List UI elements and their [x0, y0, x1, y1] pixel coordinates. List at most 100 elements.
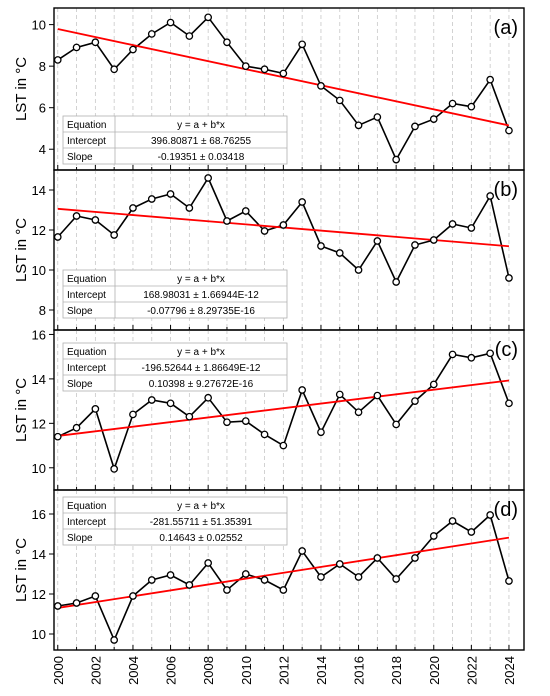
- table-row-value: 396.80871 ± 68.76255: [151, 136, 251, 147]
- data-point: [147, 576, 156, 584]
- data-point: [260, 576, 269, 584]
- y-axis-label: LST in °C: [13, 378, 30, 442]
- y-tick-label: 4: [39, 142, 46, 157]
- data-point: [241, 207, 250, 215]
- y-tick-label: 16: [32, 507, 46, 522]
- x-tick-label: 2024: [502, 656, 517, 685]
- data-point: [204, 559, 213, 567]
- panel-label: (b): [494, 179, 518, 201]
- data-point: [317, 242, 325, 250]
- data-point: [53, 432, 62, 441]
- data-point: [185, 32, 194, 40]
- y-tick-label: 8: [39, 59, 46, 74]
- y-axis-label: LST in °C: [13, 538, 30, 602]
- data-point: [505, 399, 513, 408]
- data-point: [241, 62, 250, 71]
- data-point: [486, 349, 495, 358]
- table-row-value: y = a + b*x: [177, 347, 225, 358]
- table-row-label: Equation: [67, 120, 106, 131]
- data-point: [260, 65, 269, 74]
- data-point: [91, 405, 100, 413]
- y-tick-label: 14: [32, 547, 46, 562]
- data-point: [448, 99, 457, 108]
- table-row-value: 0.10398 ± 9.27672E-16: [149, 379, 254, 390]
- data-point: [392, 155, 401, 164]
- data-point: [429, 532, 438, 540]
- data-point: [185, 412, 194, 421]
- data-point: [204, 13, 213, 22]
- table-row-value: -0.19351 ± 0.03418: [158, 152, 245, 163]
- data-point: [317, 82, 325, 90]
- data-point: [147, 195, 156, 203]
- table-row-label: Intercept: [67, 136, 106, 147]
- stats-table: [62, 115, 288, 165]
- data-point: [448, 220, 457, 228]
- data-point: [110, 231, 119, 239]
- stats-table: [62, 342, 288, 392]
- table-row-value: 168.98031 ± 1.66944E-12: [143, 290, 259, 301]
- data-point: [335, 96, 344, 105]
- y-axis-label: LST in °C: [13, 57, 30, 121]
- data-point: [72, 423, 81, 432]
- data-point: [467, 528, 476, 536]
- data-point: [467, 102, 476, 111]
- y-tick-label: 10: [32, 461, 46, 476]
- data-point: [467, 224, 476, 232]
- data-point: [147, 396, 156, 404]
- table-row-value: -281.55711 ± 51.35391: [150, 517, 253, 528]
- data-point: [317, 573, 325, 581]
- panel-label: (c): [495, 339, 518, 361]
- y-tick-label: 10: [32, 627, 46, 642]
- data-point: [505, 577, 513, 585]
- data-point: [505, 274, 513, 282]
- data-point: [373, 113, 382, 121]
- data-point: [241, 417, 250, 425]
- data-point: [317, 428, 325, 437]
- y-tick-label: 12: [32, 416, 46, 431]
- x-tick-label: 2006: [164, 656, 179, 685]
- table-row-label: Equation: [67, 274, 106, 285]
- data-point: [298, 40, 307, 49]
- data-point: [298, 547, 307, 555]
- table-row-value: y = a + b*x: [177, 274, 225, 285]
- data-point: [354, 408, 363, 417]
- data-point: [53, 602, 62, 610]
- panel-label: (a): [494, 17, 518, 39]
- data-point: [204, 174, 213, 182]
- data-point: [392, 575, 401, 583]
- data-point: [223, 217, 231, 225]
- data-point: [392, 420, 401, 429]
- data-point: [260, 430, 269, 439]
- data-point: [335, 560, 344, 568]
- x-tick-label: 2000: [51, 656, 66, 685]
- data-point: [335, 249, 344, 257]
- data-point: [53, 56, 62, 64]
- data-point: [72, 599, 81, 607]
- data-point: [279, 441, 288, 450]
- data-point: [486, 511, 495, 519]
- stats-table: [62, 269, 288, 319]
- data-point: [354, 121, 363, 130]
- x-tick-label: 2016: [352, 656, 367, 685]
- y-axis-label: LST in °C: [13, 218, 30, 282]
- data-point: [279, 586, 288, 594]
- data-point: [354, 573, 363, 581]
- data-point: [335, 390, 344, 399]
- y-tick-label: 12: [32, 223, 46, 238]
- data-point: [72, 43, 81, 52]
- data-point: [166, 18, 175, 27]
- data-point: [129, 45, 137, 54]
- data-point: [91, 216, 100, 224]
- y-tick-label: 16: [32, 327, 46, 342]
- data-point: [448, 350, 457, 359]
- y-tick-label: 14: [32, 372, 46, 387]
- data-point: [166, 399, 175, 408]
- y-tick-label: 14: [32, 183, 46, 198]
- y-tick-label: 6: [39, 101, 46, 116]
- data-point: [411, 122, 419, 131]
- data-point: [429, 236, 438, 244]
- data-point: [429, 115, 438, 123]
- y-tick-label: 10: [32, 263, 46, 278]
- data-point: [204, 393, 213, 402]
